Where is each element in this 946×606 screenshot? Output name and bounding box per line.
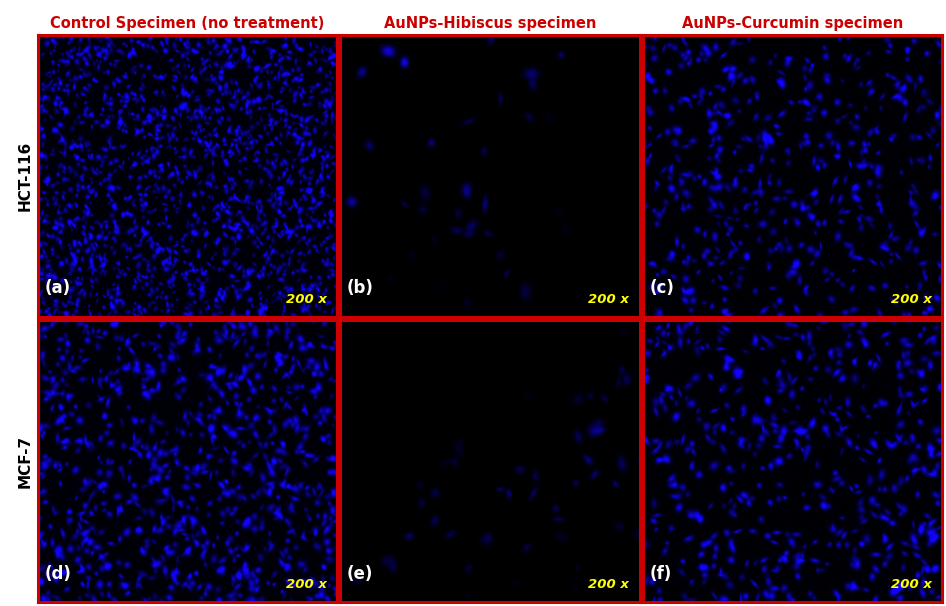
Text: (e): (e) <box>347 565 374 582</box>
Text: (d): (d) <box>44 565 71 582</box>
Text: MCF-7: MCF-7 <box>18 435 33 488</box>
Text: 200 x: 200 x <box>588 578 629 591</box>
Text: 200 x: 200 x <box>286 293 327 306</box>
Text: 200 x: 200 x <box>891 578 932 591</box>
Text: 200 x: 200 x <box>286 578 327 591</box>
Text: AuNPs-Curcumin specimen: AuNPs-Curcumin specimen <box>682 16 903 31</box>
Text: AuNPs-Hibiscus specimen: AuNPs-Hibiscus specimen <box>384 16 596 31</box>
Text: HCT-116: HCT-116 <box>18 141 33 211</box>
Text: (b): (b) <box>347 279 374 298</box>
Text: Control Specimen (no treatment): Control Specimen (no treatment) <box>50 16 324 31</box>
Text: (f): (f) <box>649 565 672 582</box>
Text: (a): (a) <box>44 279 71 298</box>
Text: 200 x: 200 x <box>588 293 629 306</box>
Text: 200 x: 200 x <box>891 293 932 306</box>
Text: (c): (c) <box>649 279 674 298</box>
